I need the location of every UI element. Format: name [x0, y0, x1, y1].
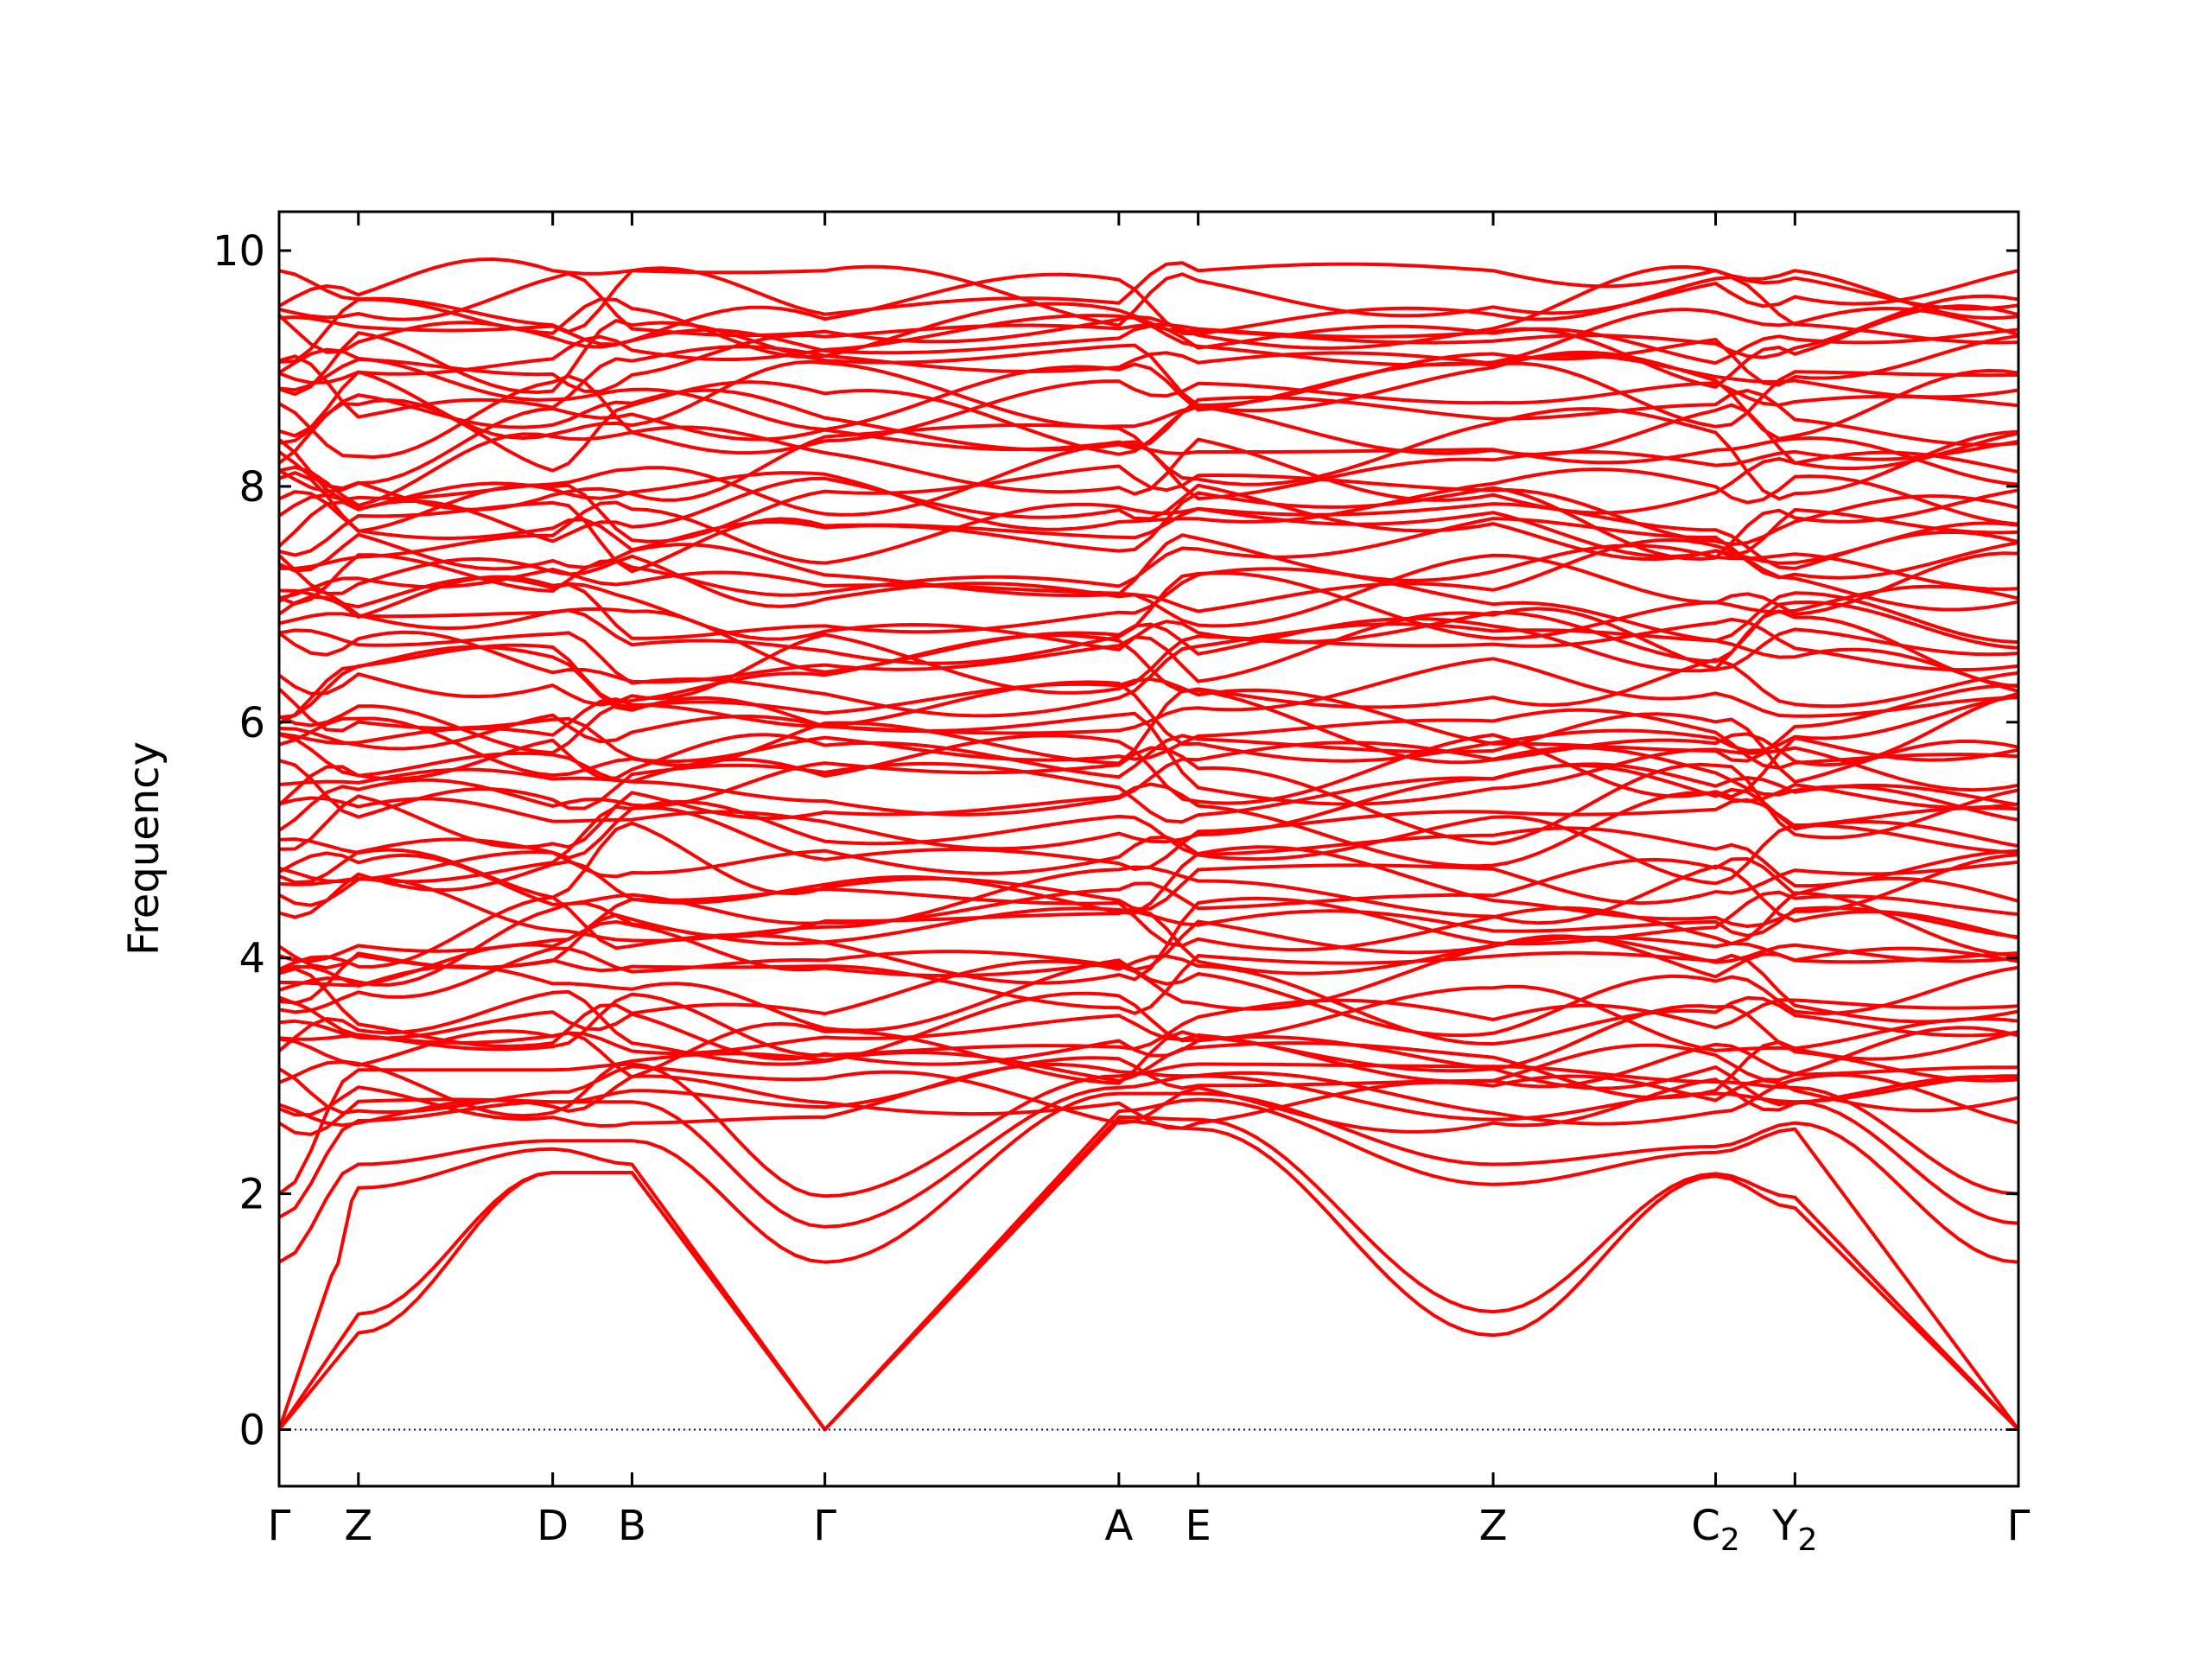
plot-frame	[277, 210, 2020, 1488]
band-line	[279, 826, 2018, 907]
band-line	[279, 500, 2018, 574]
x-tick-label: Γ	[813, 1502, 836, 1550]
x-tick-label: Z	[344, 1502, 372, 1550]
x-tick-label: Z	[1479, 1502, 1508, 1550]
band-line	[279, 890, 2018, 985]
band-line	[279, 992, 2018, 1058]
band-line	[279, 954, 2018, 1048]
band-line	[279, 1065, 2018, 1134]
band-line	[279, 257, 2018, 321]
x-tick-label-subscript: 2	[1798, 1522, 1818, 1558]
band-line	[279, 486, 2018, 561]
band-line	[279, 950, 2018, 1024]
y-tick-label: 4	[238, 935, 265, 983]
band-line	[279, 906, 2018, 976]
band-line	[279, 532, 2018, 598]
band-line	[279, 759, 2018, 824]
band-line	[279, 1097, 2018, 1432]
band-line	[279, 934, 2018, 1014]
band-line	[279, 350, 2018, 441]
band-line	[279, 821, 2018, 911]
x-tick-label: Γ	[268, 1502, 291, 1550]
band-line	[279, 1115, 2018, 1432]
band-line	[279, 782, 2018, 868]
x-tick-label: B	[618, 1502, 646, 1550]
band-line	[279, 746, 2018, 846]
band-line	[279, 1091, 2018, 1264]
x-tick-label: E	[1185, 1502, 1211, 1550]
band-line	[279, 677, 2018, 763]
x-tick-label-subscript: 2	[1720, 1522, 1740, 1558]
y-tick-label: 8	[238, 463, 265, 512]
band-line	[279, 887, 2018, 963]
band-line	[279, 1014, 2018, 1089]
band-line	[279, 617, 2018, 707]
band-line	[279, 984, 2018, 1066]
band-line	[279, 264, 2018, 334]
band-line	[279, 712, 2018, 784]
band-line	[279, 571, 2018, 665]
band-line	[279, 622, 2018, 718]
band-line	[279, 1030, 2018, 1118]
x-tick-label: Γ	[2007, 1502, 2031, 1550]
band-line	[279, 388, 2018, 452]
band-line	[279, 1074, 2018, 1130]
band-line	[279, 406, 2018, 493]
band-line	[279, 607, 2018, 689]
band-line	[279, 425, 2018, 515]
band-lines	[279, 257, 2018, 1432]
y-tick-label: 2	[238, 1171, 265, 1219]
band-line	[279, 272, 2018, 354]
band-line	[279, 575, 2018, 664]
y-tick-label: 6	[238, 699, 265, 747]
x-tick-label: D	[537, 1502, 569, 1550]
band-line	[279, 958, 2018, 1038]
band-line	[279, 380, 2018, 474]
band-line	[279, 467, 2018, 531]
band-line	[279, 763, 2018, 851]
y-axis-label: Frequency	[120, 741, 168, 956]
band-line	[279, 851, 2018, 925]
band-line	[279, 587, 2018, 674]
band-line	[279, 567, 2018, 645]
band-line	[279, 798, 2018, 885]
x-tick-label: A	[1104, 1502, 1133, 1550]
y-tick-label: 10	[213, 227, 265, 276]
band-line	[279, 733, 2018, 805]
x-tick-label: Y2	[1771, 1502, 1817, 1558]
band-line	[279, 347, 2018, 432]
band-line	[279, 680, 2018, 763]
y-tick-label: 0	[238, 1407, 265, 1455]
band-line	[279, 294, 2018, 364]
